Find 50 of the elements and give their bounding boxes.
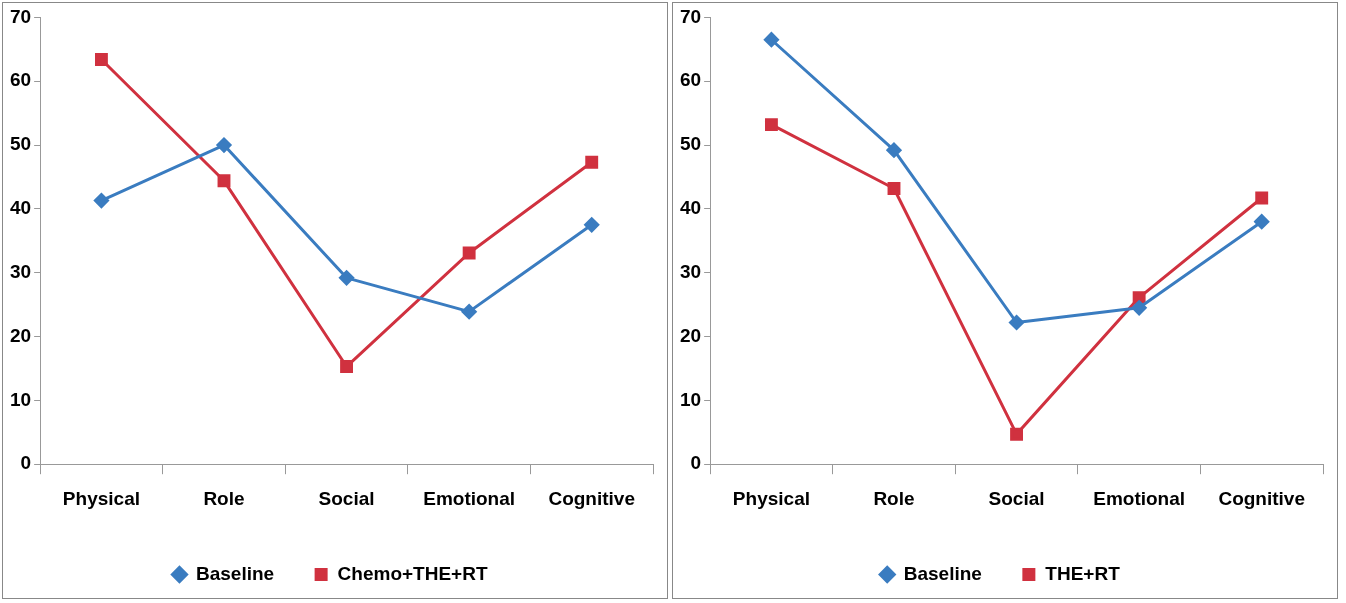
x-tick-label: Social: [318, 487, 375, 509]
y-tick-label: 40: [679, 197, 702, 219]
y-tick-label: 0: [690, 452, 702, 474]
y-tick-label: 60: [9, 69, 32, 91]
point: [1132, 291, 1146, 305]
y-tick-label: 20: [679, 324, 702, 346]
y-tick-label: 70: [9, 5, 32, 27]
y-tick-label: 30: [679, 260, 702, 282]
point: [461, 304, 477, 320]
y-tick-label: 60: [679, 69, 702, 91]
point: [216, 137, 232, 153]
point: [764, 118, 778, 132]
x-tick-label: Role: [203, 487, 245, 509]
y-tick-label: 50: [9, 133, 32, 155]
point: [1009, 315, 1025, 330]
x-tick-label: Emotional: [1093, 487, 1186, 509]
y-tick-label: 40: [9, 197, 32, 219]
legend-label: Chemo+THE+RT: [337, 562, 488, 584]
legend-label: Baseline: [195, 562, 275, 584]
point: [886, 142, 902, 158]
point: [585, 155, 599, 169]
y-tick-label: 0: [20, 452, 32, 474]
point: [1131, 300, 1147, 316]
y-tick-label: 10: [679, 388, 702, 410]
y-tick-label: 20: [9, 324, 32, 346]
y-tick-label: 30: [9, 260, 32, 282]
y-tick-label: 50: [679, 133, 702, 155]
legend-label: THE+RT: [1045, 562, 1121, 584]
x-tick-label: Cognitive: [548, 487, 635, 509]
x-tick-label: Role: [873, 487, 915, 509]
x-tick-label: Social: [988, 487, 1045, 509]
point: [763, 32, 779, 48]
x-tick-label: Emotional: [423, 487, 516, 509]
y-tick-label: 70: [679, 5, 702, 27]
y-tick-label: 10: [9, 388, 32, 410]
point: [93, 193, 109, 209]
point: [887, 182, 901, 195]
point: [94, 53, 108, 66]
legend-label: Baseline: [903, 562, 982, 584]
x-tick-label: Physical: [62, 487, 140, 509]
point: [339, 270, 355, 286]
x-tick-label: Physical: [732, 487, 810, 509]
point: [1010, 427, 1024, 441]
point: [1254, 214, 1270, 230]
point: [1255, 191, 1269, 205]
point: [340, 360, 354, 373]
point: [462, 246, 476, 260]
point: [584, 217, 600, 233]
x-tick-label: Cognitive: [1218, 487, 1305, 509]
point: [217, 174, 231, 188]
